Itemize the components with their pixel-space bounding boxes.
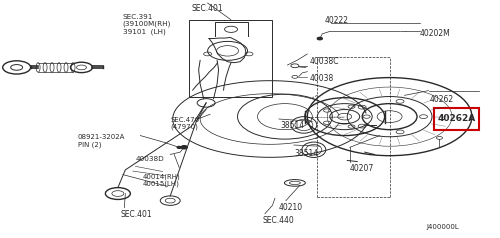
Circle shape xyxy=(181,146,187,149)
Text: SEC.476
(47970): SEC.476 (47970) xyxy=(170,117,200,130)
Text: SEC.440: SEC.440 xyxy=(262,216,294,225)
Text: 08921-3202A
PIN (2): 08921-3202A PIN (2) xyxy=(78,134,126,148)
Text: 40014(RH)
40015(LH): 40014(RH) 40015(LH) xyxy=(143,174,180,187)
Text: 40202M: 40202M xyxy=(420,29,450,38)
Text: 38514: 38514 xyxy=(295,149,319,158)
Text: SEC.391
(39100M(RH)
39101  (LH): SEC.391 (39100M(RH) 39101 (LH) xyxy=(123,14,171,35)
Text: 38514: 38514 xyxy=(280,121,304,130)
Text: 40038: 40038 xyxy=(310,74,334,83)
Text: 40207: 40207 xyxy=(350,164,374,173)
Circle shape xyxy=(182,146,186,148)
Text: SEC.401: SEC.401 xyxy=(192,4,224,13)
Text: J400000L: J400000L xyxy=(426,224,460,230)
Text: 40222: 40222 xyxy=(325,16,349,25)
Text: 40038C: 40038C xyxy=(310,58,340,66)
Circle shape xyxy=(177,146,181,148)
Bar xyxy=(189,20,272,97)
Text: 40262A: 40262A xyxy=(438,114,476,124)
Text: 40038D: 40038D xyxy=(136,156,164,162)
Text: 40210: 40210 xyxy=(278,203,302,212)
Circle shape xyxy=(318,37,322,40)
Text: 40262: 40262 xyxy=(430,95,454,104)
Text: SEC.401: SEC.401 xyxy=(120,210,152,219)
